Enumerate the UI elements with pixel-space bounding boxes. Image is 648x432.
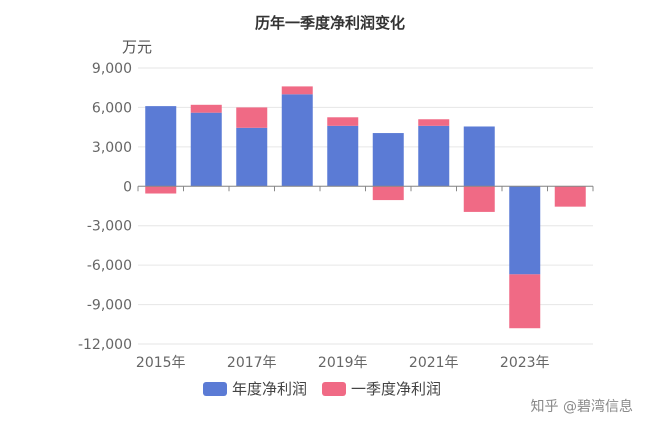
watermark: 知乎 @碧湾信息 [531,398,633,415]
axes: 9,000 6,000 3,000 0 -3,000 -6,000 -9,000 -12,00… [78,61,594,371]
y-tick-label: 3,000 [92,140,132,156]
bar-q1[interactable] [463,186,495,212]
bar-annual[interactable] [463,126,495,187]
y-unit-label: 万元 [122,38,152,56]
y-tick-label: -6,000 [87,258,132,274]
bar-q1[interactable] [509,274,541,329]
y-tick-label: 6,000 [92,100,132,116]
bar-annual[interactable] [236,127,268,187]
bar-q1[interactable] [418,119,450,126]
bar-q1[interactable] [554,186,586,207]
x-tick-label: 2015年 [136,355,186,371]
bar-q1[interactable] [190,104,222,113]
bar-annual[interactable] [327,125,359,187]
legend-swatch [322,382,346,396]
y-tick-label: -12,000 [78,337,132,353]
y-tick-label: -9,000 [87,298,132,314]
bar-annual[interactable] [418,125,450,187]
bar-q1[interactable] [281,86,313,95]
bar-annual[interactable] [145,106,177,187]
y-tick-label: -3,000 [87,219,132,235]
x-tick-label: 2017年 [227,355,277,371]
legend-label: 年度净利润 [232,380,307,398]
legend-label: 一季度净利润 [351,380,441,398]
bars [145,86,586,329]
bar-q1[interactable] [145,186,177,194]
bar-q1[interactable] [327,117,359,126]
legend-item-annual[interactable]: 年度净利润 [203,380,307,398]
legend[interactable]: 年度净利润 一季度净利润 [203,380,441,398]
x-tick-label: 2019年 [318,355,368,371]
bar-annual[interactable] [190,112,222,187]
y-tick-label: 0 [123,179,132,195]
bar-q1[interactable] [372,186,404,201]
x-tick-label: 2021年 [409,355,459,371]
bar-annual[interactable] [509,186,541,275]
bar-annual[interactable] [281,94,313,187]
legend-swatch [203,382,227,396]
legend-item-q1[interactable]: 一季度净利润 [322,380,441,398]
x-tick-label: 2023年 [500,355,550,371]
bar-annual[interactable] [372,133,404,187]
y-tick-label: 9,000 [92,61,132,77]
bar-q1[interactable] [236,107,268,128]
chart-title: 历年一季度净利润变化 [255,14,405,32]
